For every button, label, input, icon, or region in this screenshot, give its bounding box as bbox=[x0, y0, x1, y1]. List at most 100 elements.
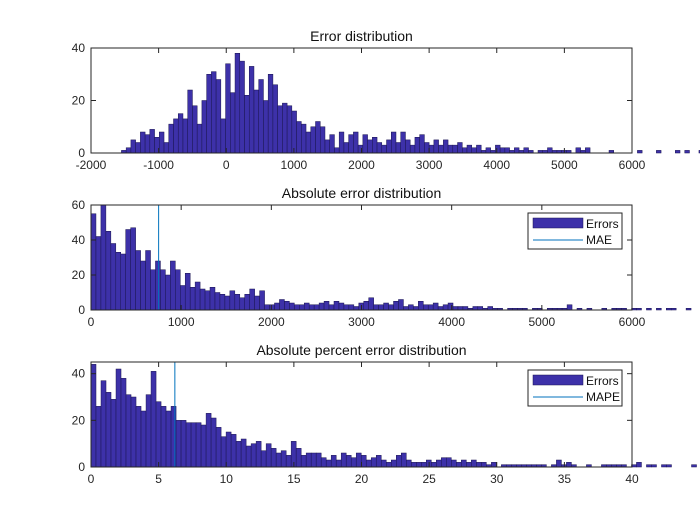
histogram-bar bbox=[446, 457, 452, 468]
histogram-bar bbox=[211, 71, 217, 154]
histogram-bar bbox=[428, 144, 435, 154]
histogram-bar bbox=[105, 231, 112, 311]
histogram-bar bbox=[160, 269, 166, 311]
histogram-bar bbox=[487, 306, 493, 311]
histogram-bar bbox=[277, 105, 283, 154]
histogram-bar bbox=[691, 464, 697, 468]
histogram-bar bbox=[175, 420, 182, 468]
histogram-bar bbox=[656, 150, 662, 154]
histogram-bar bbox=[350, 457, 357, 468]
histogram-bar bbox=[416, 462, 422, 468]
histogram-bar bbox=[95, 236, 102, 311]
histogram-bar bbox=[636, 462, 642, 468]
histogram-bar bbox=[175, 269, 181, 311]
histogram-bar bbox=[335, 459, 342, 468]
histogram-bar bbox=[289, 302, 295, 311]
histogram-bar bbox=[368, 297, 374, 311]
legend-label-line: MAE bbox=[586, 233, 612, 247]
histogram-bar bbox=[244, 95, 250, 154]
x-tick-label: 1000 bbox=[281, 158, 308, 172]
histogram-bar bbox=[353, 131, 359, 154]
histogram-bar bbox=[666, 308, 672, 311]
histogram-bar bbox=[375, 455, 382, 468]
histogram-bar bbox=[413, 306, 419, 311]
histogram-bar bbox=[258, 79, 264, 154]
histogram-bar bbox=[398, 299, 404, 311]
histogram-bar bbox=[267, 74, 274, 154]
histogram-bar bbox=[205, 413, 212, 468]
histogram-bar bbox=[250, 443, 257, 468]
histogram-bar bbox=[666, 464, 672, 468]
legend-swatch-errors bbox=[532, 374, 584, 386]
histogram-bar bbox=[456, 462, 462, 468]
histogram-bar bbox=[295, 448, 302, 468]
histogram-bar bbox=[433, 139, 439, 154]
histogram-bar bbox=[201, 100, 207, 154]
histogram-bar bbox=[259, 290, 265, 311]
histogram-bar bbox=[325, 459, 332, 468]
histogram-bar bbox=[330, 455, 337, 468]
histogram-bar bbox=[189, 287, 196, 311]
histogram-bar bbox=[485, 147, 491, 154]
x-tick-label: 3000 bbox=[416, 158, 443, 172]
histogram-bar bbox=[100, 204, 107, 311]
histogram-bar bbox=[144, 134, 151, 154]
histogram-bar bbox=[165, 274, 171, 311]
histogram-bar bbox=[310, 452, 317, 468]
histogram-bar bbox=[462, 306, 469, 311]
histogram-bar bbox=[378, 304, 384, 311]
histogram-bar bbox=[495, 144, 501, 154]
histogram-bar bbox=[324, 139, 330, 154]
histogram-bar bbox=[230, 92, 236, 154]
histogram-bar bbox=[313, 304, 320, 311]
x-tick-label: 5000 bbox=[551, 158, 578, 172]
histogram-bar bbox=[414, 137, 420, 154]
histogram-bar bbox=[239, 60, 245, 154]
x-tick-label: 6000 bbox=[619, 315, 646, 329]
histogram-bar bbox=[447, 144, 454, 154]
legend-label-errors: Errors bbox=[586, 374, 619, 388]
histogram-bar bbox=[159, 131, 165, 154]
histogram-bar bbox=[282, 102, 288, 154]
x-tick-label: 6000 bbox=[619, 158, 646, 172]
x-tick-label: -2000 bbox=[76, 158, 107, 172]
histogram-bar bbox=[575, 147, 581, 154]
histogram-bar bbox=[260, 450, 267, 468]
histogram-bar bbox=[280, 450, 287, 468]
histogram-bar bbox=[504, 147, 510, 154]
histogram-bar bbox=[343, 142, 349, 154]
histogram-bar bbox=[547, 147, 553, 154]
histogram-bar bbox=[200, 424, 207, 468]
histogram-bar bbox=[149, 129, 155, 154]
histogram-bar bbox=[423, 304, 429, 311]
histogram-bar bbox=[254, 295, 260, 311]
histogram-bar bbox=[646, 308, 652, 311]
histogram-bar bbox=[328, 304, 335, 311]
histogram-bar bbox=[150, 371, 157, 468]
histogram-bar bbox=[431, 462, 437, 468]
histogram-bar bbox=[388, 304, 394, 311]
histogram-bar bbox=[187, 89, 193, 154]
histogram-bar bbox=[110, 243, 117, 311]
histogram-bar bbox=[120, 253, 126, 311]
histogram-bar bbox=[275, 452, 282, 468]
histogram-bar bbox=[145, 250, 151, 311]
histogram-bar bbox=[299, 304, 305, 311]
histogram-bar bbox=[165, 410, 172, 468]
histogram-bars bbox=[90, 364, 697, 468]
histogram-bar bbox=[477, 306, 484, 311]
histogram-bar bbox=[115, 368, 122, 468]
histogram-bar bbox=[585, 147, 591, 154]
x-tick-label: 3000 bbox=[348, 315, 375, 329]
histogram-bar bbox=[471, 459, 477, 468]
histogram-bar bbox=[441, 457, 447, 468]
histogram-bar bbox=[177, 113, 184, 154]
x-tick-label: 0 bbox=[88, 315, 95, 329]
x-tick-label: 25 bbox=[422, 472, 436, 486]
histogram-bar bbox=[348, 304, 355, 311]
histogram-bar bbox=[135, 406, 142, 468]
histogram-bar bbox=[270, 448, 277, 468]
histogram-bar bbox=[367, 139, 373, 154]
histogram-bar bbox=[184, 273, 191, 311]
